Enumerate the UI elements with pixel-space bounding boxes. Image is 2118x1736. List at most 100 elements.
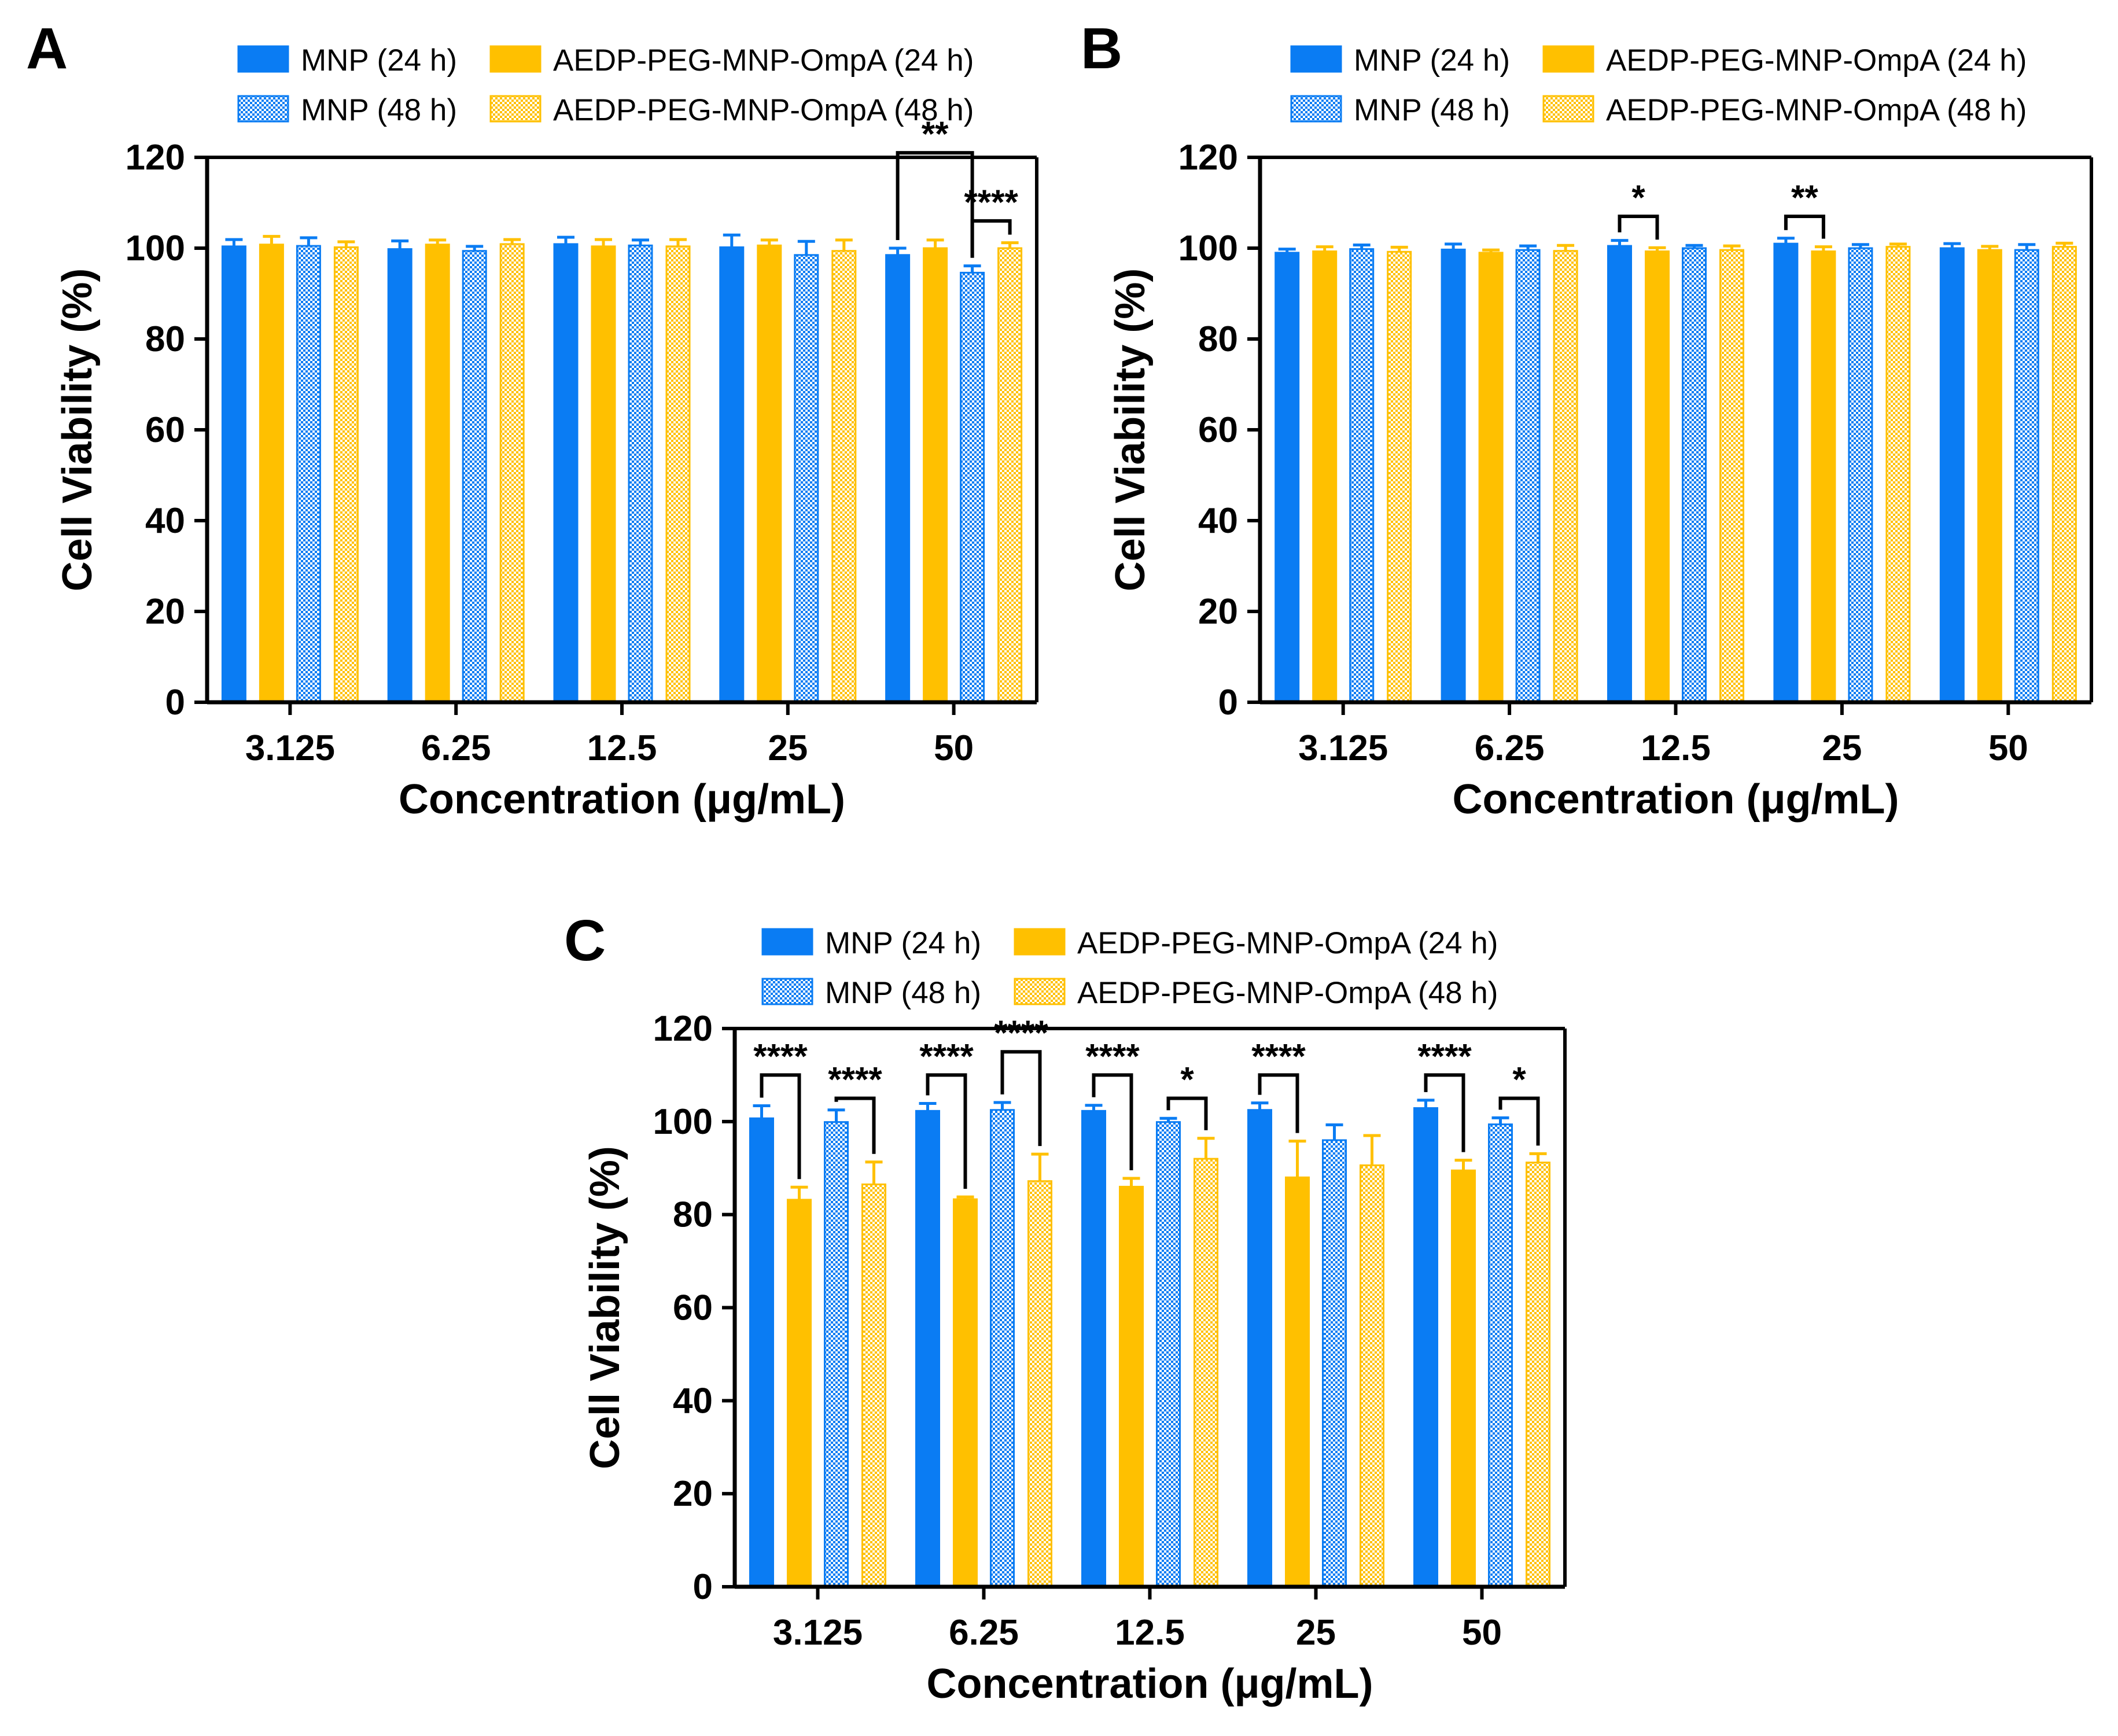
x-axis-title: Concentration (μg/mL) <box>927 1661 1373 1707</box>
bar <box>990 1109 1015 1588</box>
significance-label: * <box>1631 178 1645 217</box>
bar <box>787 1199 812 1588</box>
bar <box>824 1121 849 1588</box>
legend-label: MNP (48 h) <box>1354 93 1510 127</box>
legend-swatch <box>1542 95 1594 123</box>
x-axis-title: Concentration (μg/mL) <box>399 776 845 823</box>
y-tick-label: 40 <box>1198 501 1238 541</box>
y-tick-label: 60 <box>673 1288 713 1328</box>
y-tick-label: 80 <box>1198 319 1238 359</box>
bar <box>861 1183 886 1588</box>
bar <box>462 250 487 703</box>
y-tick-label: 80 <box>673 1195 713 1235</box>
significance-label: ** <box>1791 178 1818 217</box>
legend-swatch <box>1014 928 1066 956</box>
panel-letter: A <box>26 16 68 81</box>
bar <box>885 254 911 703</box>
significance-bracket <box>1258 1073 1299 1133</box>
bar <box>1119 1185 1144 1588</box>
x-tick-label: 50 <box>934 728 974 768</box>
x-tick-label: 25 <box>1822 728 1862 768</box>
bar <box>1515 249 1541 703</box>
significance-bracket <box>1618 215 1659 240</box>
y-tick-label: 20 <box>145 592 185 632</box>
significance-label: **** <box>1417 1037 1472 1075</box>
bar <box>719 246 745 703</box>
y-tick-label: 0 <box>1218 683 1238 723</box>
bar <box>425 244 450 703</box>
bar <box>1645 250 1670 703</box>
bar <box>915 1110 940 1588</box>
legend-label: MNP (24 h) <box>1354 43 1510 78</box>
bar <box>665 245 691 703</box>
legend-label: MNP (24 h) <box>825 926 981 960</box>
panel-c-chart: C MNP (24 h) AEDP-PEG-MNP-OmpA (24 h) MNP (… <box>564 908 1567 1707</box>
bar <box>2051 246 2077 703</box>
bar <box>259 244 284 703</box>
y-tick-label: 20 <box>673 1474 713 1514</box>
bar <box>1682 247 1707 703</box>
panel-letter: B <box>1081 16 1122 81</box>
bar <box>997 247 1023 703</box>
y-tick-label: 40 <box>673 1381 713 1421</box>
y-tick-label: 80 <box>145 319 185 359</box>
bar <box>1349 248 1375 703</box>
legend-swatch <box>489 95 542 123</box>
bar <box>1322 1139 1347 1588</box>
y-tick-label: 60 <box>1198 410 1238 450</box>
x-axis-title: Concentration (μg/mL) <box>1453 776 1899 823</box>
significance-label: **** <box>964 183 1018 222</box>
significance-label: * <box>1180 1060 1194 1099</box>
significance-bracket <box>896 151 974 258</box>
bar <box>1247 1109 1272 1588</box>
significance-label: **** <box>753 1037 808 1075</box>
significance-label: ** <box>922 115 949 153</box>
significance-bracket <box>1424 1073 1465 1152</box>
bar <box>1607 245 1632 703</box>
legend-label: MNP (48 h) <box>301 93 457 127</box>
significance-label: **** <box>1251 1037 1306 1075</box>
y-tick-label: 20 <box>1198 592 1238 632</box>
bar <box>1478 252 1504 703</box>
bar <box>1275 252 1300 703</box>
y-tick-label: 120 <box>1178 138 1238 178</box>
significance-label: **** <box>828 1060 882 1099</box>
bar <box>333 246 359 703</box>
legend-label: AEDP-PEG-MNP-OmpA (48 h) <box>1606 93 2027 127</box>
significance-bracket <box>1092 1073 1133 1170</box>
significance-label: **** <box>919 1037 974 1075</box>
legend-swatch <box>237 45 289 73</box>
bar <box>1441 248 1466 703</box>
significance-bracket <box>970 219 1012 258</box>
significance-bracket <box>926 1073 967 1189</box>
y-tick-label: 120 <box>126 138 185 178</box>
bar <box>1285 1176 1310 1588</box>
y-tick-label: 100 <box>653 1102 713 1142</box>
bar <box>953 1198 978 1588</box>
bar <box>794 254 819 703</box>
panel-a-chart: A MNP (24 h) AEDP-PEG-MNP-OmpA (24 h) MNP (… <box>26 16 1038 823</box>
panel-letter: C <box>564 908 606 973</box>
y-tick-label: 100 <box>126 228 185 268</box>
legend-label: AEDP-PEG-MNP-OmpA (48 h) <box>553 93 974 127</box>
bar <box>221 245 246 703</box>
bar <box>1719 249 1744 703</box>
x-tick-label: 3.125 <box>1298 728 1388 768</box>
bar <box>553 243 579 703</box>
bar <box>749 1117 774 1588</box>
bar <box>1488 1123 1513 1588</box>
y-tick-label: 120 <box>653 1009 713 1049</box>
legend-swatch <box>1542 45 1594 73</box>
legend-swatch <box>1290 45 1342 73</box>
x-tick-label: 12.5 <box>1115 1613 1185 1653</box>
y-axis-title: Cell Viability (%) <box>582 1146 628 1469</box>
significance-label: **** <box>1085 1037 1140 1075</box>
y-tick-label: 0 <box>693 1567 713 1607</box>
bar <box>1848 247 1873 703</box>
bar <box>923 247 948 703</box>
significance-bracket <box>760 1073 801 1180</box>
x-tick-label: 3.125 <box>245 728 335 768</box>
legend-swatch <box>237 95 289 123</box>
bar <box>1081 1110 1106 1588</box>
